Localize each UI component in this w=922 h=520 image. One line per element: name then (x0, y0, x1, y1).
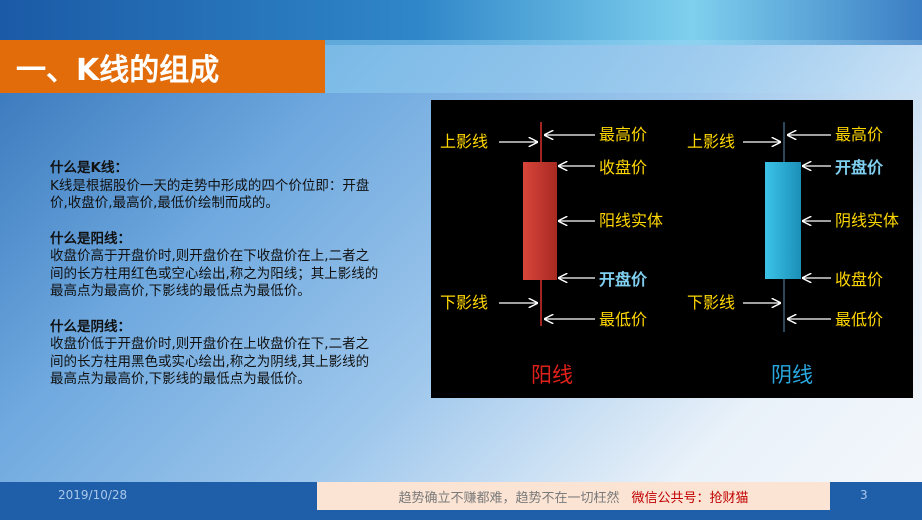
header-band (0, 0, 922, 45)
yin-upper-shadow-label: 上影线 (687, 132, 735, 151)
yin-high-label: 最高价 (835, 125, 883, 144)
yin-lower-shadow-label: 下影线 (687, 293, 735, 312)
yin-name: 阴线 (771, 363, 813, 387)
yang-name: 阳线 (531, 363, 573, 387)
section-body: 收盘价高于开盘价时,则开盘价在下收盘价在上,二者之间的长方柱用红色或空心绘出,称… (50, 248, 379, 299)
title-bar: 一、K线的组成 (0, 40, 325, 93)
page-number: 3 (860, 488, 868, 502)
footer-wechat: 微信公共号：抢财猫 (631, 490, 749, 506)
yin-open-label: 开盘价 (835, 158, 884, 177)
yang-upper-shadow-label: 上影线 (440, 132, 488, 151)
text-content: 什么是K线： K线是根据股价一天的走势中形成的四个价位即：开盘价,收盘价,最高价… (50, 160, 380, 407)
candlestick-svg: 上影线 下影线 最高价 收盘价 阳线实体 开盘价 最低价 阳线 上影线 下影线 … (440, 122, 899, 387)
yang-low-label: 最低价 (599, 310, 647, 329)
header-strip (325, 40, 922, 93)
section-body: 收盘价低于开盘价时,则开盘价在上收盘价在下,二者之间的长方柱用黑色或实心绘出,称… (50, 336, 370, 387)
yang-body-rect (523, 162, 557, 280)
yang-close-label: 收盘价 (599, 158, 647, 177)
footer-slogan-box: 趋势确立不赚都难，趋势不在一切枉然 微信公共号：抢财猫 (317, 482, 830, 510)
footer-slogan: 趋势确立不赚都难，趋势不在一切枉然 (398, 490, 620, 506)
page-title: 一、K线的组成 (16, 52, 220, 88)
section-yang: 什么是阳线： 收盘价高于开盘价时,则开盘价在下收盘价在上,二者之间的长方柱用红色… (50, 231, 380, 301)
section-kline: 什么是K线： K线是根据股价一天的走势中形成的四个价位即：开盘价,收盘价,最高价… (50, 160, 380, 213)
section-heading: 什么是阴线： (50, 318, 131, 335)
yin-body-label: 阴线实体 (835, 211, 899, 230)
section-heading: 什么是K线： (50, 160, 128, 176)
section-yin: 什么是阴线： 收盘价低于开盘价时,则开盘价在上收盘价在下,二者之间的长方柱用黑色… (50, 319, 380, 389)
yang-open-label: 开盘价 (599, 270, 648, 289)
yin-body-rect (765, 162, 801, 279)
yin-low-label: 最低价 (835, 310, 883, 329)
yang-lower-shadow-label: 下影线 (440, 293, 488, 312)
yang-high-label: 最高价 (599, 125, 647, 144)
footer-date: 2019/10/28 (58, 488, 128, 502)
yang-body-label: 阳线实体 (599, 211, 663, 230)
candlestick-diagram: 上影线 下影线 最高价 收盘价 阳线实体 开盘价 最低价 阳线 上影线 下影线 … (431, 100, 913, 398)
yin-close-label: 收盘价 (835, 270, 883, 289)
section-heading: 什么是阳线： (50, 230, 131, 247)
section-body: K线是根据股价一天的走势中形成的四个价位即：开盘价,收盘价,最高价,最低价绘制而… (50, 177, 370, 212)
